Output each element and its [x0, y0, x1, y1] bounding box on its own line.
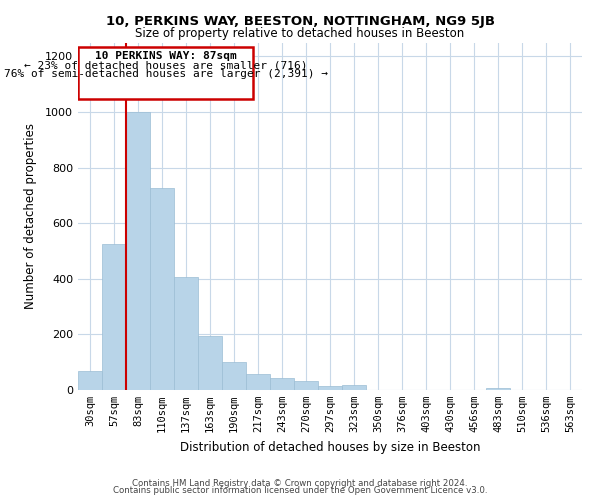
Text: ← 23% of detached houses are smaller (716): ← 23% of detached houses are smaller (71… [24, 60, 307, 70]
Bar [342, 385, 366, 390]
Bar [126, 112, 150, 390]
Bar [222, 362, 246, 390]
Bar [174, 278, 198, 390]
Bar [246, 374, 270, 390]
Text: Contains public sector information licensed under the Open Government Licence v3: Contains public sector information licen… [113, 486, 487, 495]
Bar [198, 336, 222, 390]
FancyBboxPatch shape [78, 46, 253, 100]
Bar [102, 244, 126, 390]
Text: Contains HM Land Registry data © Crown copyright and database right 2024.: Contains HM Land Registry data © Crown c… [132, 478, 468, 488]
Text: 10, PERKINS WAY, BEESTON, NOTTINGHAM, NG9 5JB: 10, PERKINS WAY, BEESTON, NOTTINGHAM, NG… [106, 15, 494, 28]
Bar [78, 370, 102, 390]
X-axis label: Distribution of detached houses by size in Beeston: Distribution of detached houses by size … [180, 440, 480, 454]
Y-axis label: Number of detached properties: Number of detached properties [23, 123, 37, 309]
Text: 10 PERKINS WAY: 87sqm: 10 PERKINS WAY: 87sqm [95, 51, 236, 61]
Bar [150, 188, 174, 390]
Bar [486, 388, 510, 390]
Bar [318, 386, 342, 390]
Text: 76% of semi-detached houses are larger (2,391) →: 76% of semi-detached houses are larger (… [4, 69, 328, 79]
Bar [294, 381, 318, 390]
Text: Size of property relative to detached houses in Beeston: Size of property relative to detached ho… [136, 28, 464, 40]
Bar [270, 378, 294, 390]
